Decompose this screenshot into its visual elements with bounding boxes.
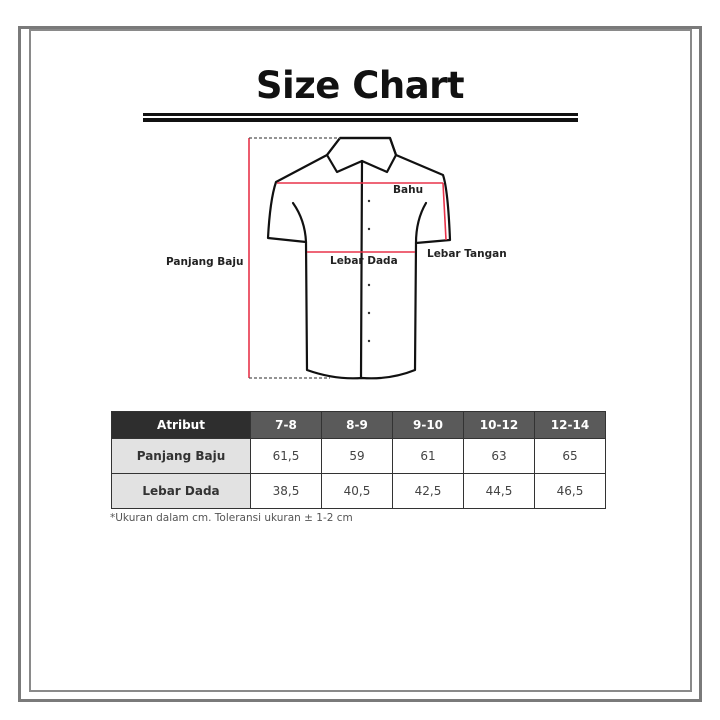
header-cell: 7-8	[250, 411, 322, 439]
table-cell: 63	[463, 438, 535, 474]
table-cell: 59	[321, 438, 393, 474]
row-label: Lebar Dada	[111, 473, 251, 509]
table-row: Lebar Dada 38,5 40,5 42,5 44,5 46,5	[111, 473, 606, 509]
size-note: *Ukuran dalam cm. Toleransi ukuran ± 1-2…	[110, 512, 353, 524]
inner-frame	[29, 29, 692, 692]
sleeve-line	[442, 182, 447, 241]
table-cell: 61	[392, 438, 464, 474]
table-cell: 65	[534, 438, 606, 474]
table-row: Panjang Baju 61,5 59 61 63 65	[111, 438, 606, 474]
label-length: Panjang Baju	[166, 256, 244, 268]
label-sleeve: Lebar Tangan	[427, 248, 507, 260]
header-cell: 8-9	[321, 411, 393, 439]
shirt-buttons	[367, 199, 371, 343]
header-cell: 12-14	[534, 411, 606, 439]
label-chest: Lebar Dada	[330, 255, 398, 267]
measure-lines	[248, 137, 447, 379]
shirt-outline	[266, 136, 452, 380]
table-cell: 40,5	[321, 473, 393, 509]
table-header-row: Atribut 7-8 8-9 9-10 10-12 12-14	[111, 411, 606, 439]
table-cell: 44,5	[463, 473, 535, 509]
header-cell: Atribut	[111, 411, 251, 439]
header-cell: 9-10	[392, 411, 464, 439]
title-divider-thick	[143, 118, 578, 122]
page-title: Size Chart	[255, 64, 465, 107]
row-label: Panjang Baju	[111, 438, 251, 474]
table-cell: 42,5	[392, 473, 464, 509]
table-cell: 46,5	[534, 473, 606, 509]
size-table: Atribut 7-8 8-9 9-10 10-12 12-14 Panjang…	[111, 411, 606, 509]
table-cell: 61,5	[250, 438, 322, 474]
outer-frame	[18, 26, 702, 702]
table-cell: 38,5	[250, 473, 322, 509]
label-shoulder: Bahu	[393, 184, 424, 196]
title-divider	[143, 113, 578, 116]
header-cell: 10-12	[463, 411, 535, 439]
